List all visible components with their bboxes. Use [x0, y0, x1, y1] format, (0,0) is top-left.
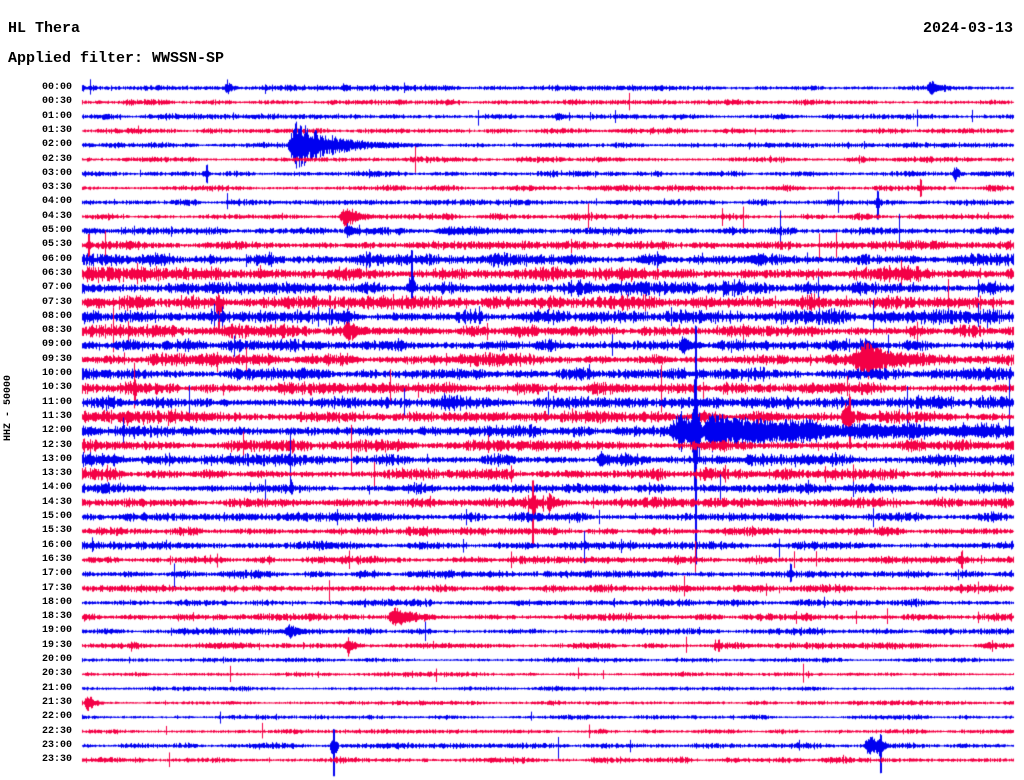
helicorder-page: HL Thera 2024-03-13 Applied filter: WWSS…: [0, 0, 1024, 780]
helicorder-canvas: [0, 0, 1024, 780]
